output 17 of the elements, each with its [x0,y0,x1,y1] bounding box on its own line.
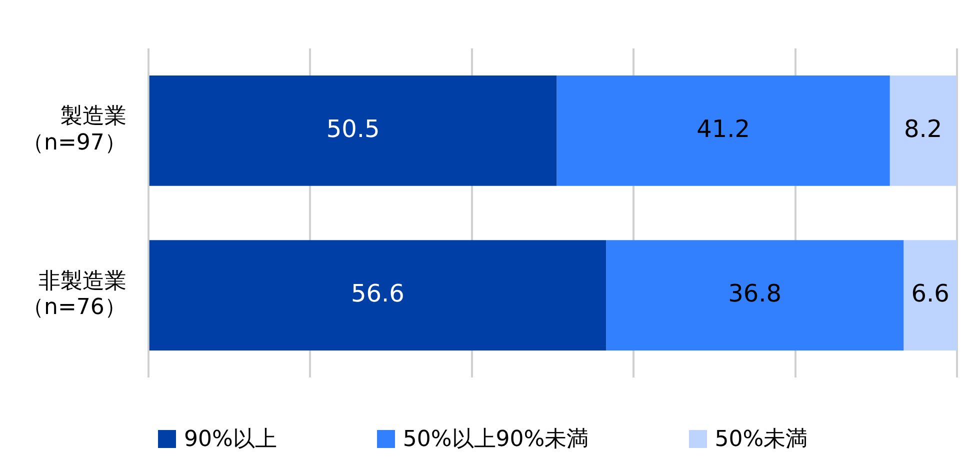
legend-label: 90%以上 [184,426,277,454]
data-label: 41.2 [696,114,750,143]
data-label: 50.5 [326,114,380,143]
bar [556,76,890,186]
data-label: 56.6 [350,280,404,308]
data-label: 36.8 [728,280,782,308]
y-tick-label: 非製造業（n=76） [22,268,126,320]
bar [149,240,606,350]
bar [890,76,956,186]
y-tick-label: 製造業（n=97） [22,104,126,156]
bar [149,76,557,186]
bar [904,240,957,350]
bar [606,240,904,350]
legend-label: 50%以上90%未満 [402,426,589,454]
data-label: 8.2 [904,114,942,143]
data-label: 6.6 [911,280,950,308]
legend-label: 50%未満 [714,426,808,454]
